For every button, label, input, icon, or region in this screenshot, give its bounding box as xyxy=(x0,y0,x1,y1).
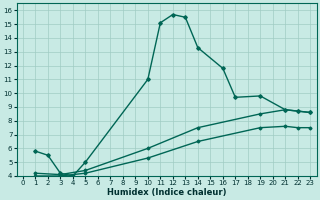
X-axis label: Humidex (Indice chaleur): Humidex (Indice chaleur) xyxy=(107,188,226,197)
